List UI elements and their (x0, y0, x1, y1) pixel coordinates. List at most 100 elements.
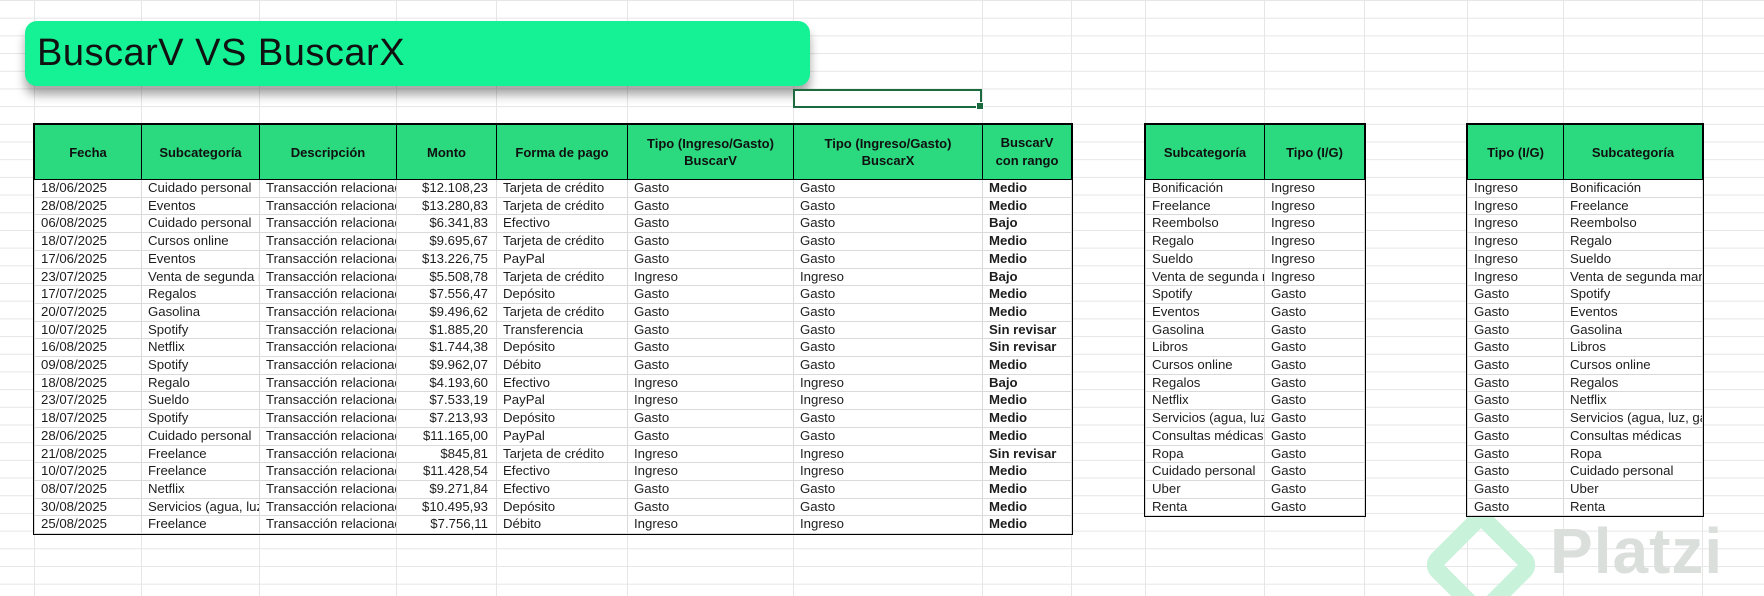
cell[interactable]: Eventos (141, 249, 260, 269)
cell[interactable]: 28/06/2025 (34, 426, 142, 446)
cell[interactable]: Regalos (141, 285, 260, 304)
cell[interactable]: Depósito (496, 338, 628, 358)
cell[interactable]: Medio (982, 462, 1072, 481)
cell[interactable]: Cursos online (1563, 356, 1703, 375)
cell[interactable]: Ingreso (1264, 267, 1365, 287)
cell[interactable]: Medio (982, 356, 1072, 375)
cell[interactable]: Libros (1563, 338, 1703, 358)
cell[interactable]: Bajo (982, 267, 1072, 287)
cell[interactable]: Gasto (1264, 391, 1365, 411)
cell[interactable]: 16/08/2025 (34, 338, 142, 358)
cell[interactable]: Ingreso (627, 373, 794, 393)
cell[interactable]: Transacción relacionada con (259, 444, 397, 464)
cell[interactable]: $7.533,19 (396, 391, 497, 411)
cell[interactable]: Ingreso (793, 444, 983, 464)
cell[interactable]: Gasto (793, 214, 983, 234)
cell[interactable]: Cuidado personal (1145, 462, 1265, 481)
cell[interactable]: Depósito (496, 497, 628, 517)
cell[interactable]: 30/08/2025 (34, 497, 142, 517)
cell[interactable]: Gasto (1467, 479, 1564, 499)
cell[interactable]: Ingreso (627, 391, 794, 411)
cell[interactable]: Transacción relacionada con (259, 179, 397, 198)
cell[interactable]: Gasto (793, 497, 983, 517)
title-shape[interactable]: BuscarV VS BuscarX (25, 21, 810, 86)
cell[interactable]: $9.962,07 (396, 356, 497, 375)
cell[interactable]: 17/07/2025 (34, 285, 142, 304)
cell[interactable]: Uber (1563, 479, 1703, 499)
column-header[interactable]: Subcategoría (1563, 124, 1703, 180)
cell[interactable]: Transacción relacionada con (259, 267, 397, 287)
cell[interactable]: Ingreso (793, 515, 983, 535)
cell[interactable]: $5.508,78 (396, 267, 497, 287)
cell[interactable]: Medio (982, 179, 1072, 198)
cell[interactable]: Regalo (141, 373, 260, 393)
cell[interactable]: Servicios (agua, luz, gas) (141, 497, 260, 517)
cell[interactable]: Gasto (1467, 285, 1564, 304)
cell[interactable]: Depósito (496, 409, 628, 428)
cell[interactable]: Cuidado personal (141, 426, 260, 446)
cell[interactable]: Transacción relacionada con (259, 320, 397, 340)
fill-handle[interactable] (976, 102, 984, 110)
cell[interactable]: Ingreso (1467, 232, 1564, 251)
cell[interactable]: Medio (982, 232, 1072, 251)
cell[interactable]: 25/08/2025 (34, 515, 142, 535)
cell[interactable]: Gasolina (1145, 320, 1265, 340)
cell[interactable]: Gasto (793, 302, 983, 322)
cell[interactable]: Bonificación (1563, 179, 1703, 198)
cell[interactable]: Sin revisar (982, 320, 1072, 340)
cell[interactable]: $4.193,60 (396, 373, 497, 393)
cell[interactable]: Gasto (627, 232, 794, 251)
cell[interactable]: Efectivo (496, 479, 628, 499)
cell[interactable]: Gasto (1467, 409, 1564, 428)
cell[interactable]: Tarjeta de crédito (496, 232, 628, 251)
cell[interactable]: Débito (496, 515, 628, 535)
cell[interactable]: Sueldo (1563, 249, 1703, 269)
cell[interactable]: Transacción relacionada con (259, 391, 397, 411)
cell[interactable]: Gasto (793, 426, 983, 446)
cell[interactable]: Gasto (1264, 338, 1365, 358)
cell[interactable]: Gasto (1264, 302, 1365, 322)
cell[interactable]: Transacción relacionada con (259, 356, 397, 375)
cell[interactable]: $10.495,93 (396, 497, 497, 517)
cell[interactable]: Gasto (627, 285, 794, 304)
cell[interactable]: Spotify (141, 320, 260, 340)
cell[interactable]: Efectivo (496, 462, 628, 481)
cell[interactable]: Sin revisar (982, 444, 1072, 464)
cell[interactable]: Medio (982, 391, 1072, 411)
cell[interactable]: Spotify (141, 409, 260, 428)
cell[interactable]: Ingreso (793, 391, 983, 411)
cell[interactable]: Transacción relacionada con (259, 196, 397, 216)
column-header[interactable]: Forma de pago (496, 124, 628, 180)
cell[interactable]: $13.280,83 (396, 196, 497, 216)
cell[interactable]: Ingreso (1467, 214, 1564, 234)
cell[interactable]: 28/08/2025 (34, 196, 142, 216)
cell[interactable]: Gasto (793, 479, 983, 499)
cell[interactable]: Gasolina (141, 302, 260, 322)
cell[interactable]: 18/06/2025 (34, 179, 142, 198)
cell[interactable]: 21/08/2025 (34, 444, 142, 464)
cell[interactable]: Gasto (627, 214, 794, 234)
cell[interactable]: PayPal (496, 391, 628, 411)
cell[interactable]: Transacción relacionada con (259, 338, 397, 358)
cell[interactable]: Ingreso (627, 267, 794, 287)
cell[interactable]: Ingreso (627, 462, 794, 481)
cell[interactable]: Medio (982, 515, 1072, 535)
cell[interactable]: Gasto (1264, 444, 1365, 464)
cell[interactable]: Gasto (627, 196, 794, 216)
cell[interactable]: 20/07/2025 (34, 302, 142, 322)
cell[interactable]: 23/07/2025 (34, 267, 142, 287)
cell[interactable]: Gasto (627, 409, 794, 428)
cell[interactable]: Bonificación (1145, 179, 1265, 198)
cell[interactable]: Gasto (1467, 356, 1564, 375)
cell[interactable]: Gasto (793, 196, 983, 216)
cell[interactable]: $11.165,00 (396, 426, 497, 446)
cell[interactable]: Eventos (141, 196, 260, 216)
cell[interactable]: Cursos online (1145, 356, 1265, 375)
cell[interactable]: Medio (982, 249, 1072, 269)
cell[interactable]: Netflix (1563, 391, 1703, 411)
cell[interactable]: Gasto (627, 338, 794, 358)
cell[interactable]: Débito (496, 356, 628, 375)
cell[interactable]: Gasto (793, 232, 983, 251)
cell[interactable]: Gasto (1264, 462, 1365, 481)
cell[interactable]: Bajo (982, 214, 1072, 234)
